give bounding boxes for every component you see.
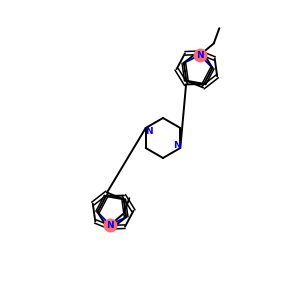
Text: N: N — [173, 140, 181, 149]
Text: N: N — [145, 127, 152, 136]
Text: N: N — [196, 50, 204, 59]
Text: N: N — [106, 220, 114, 230]
